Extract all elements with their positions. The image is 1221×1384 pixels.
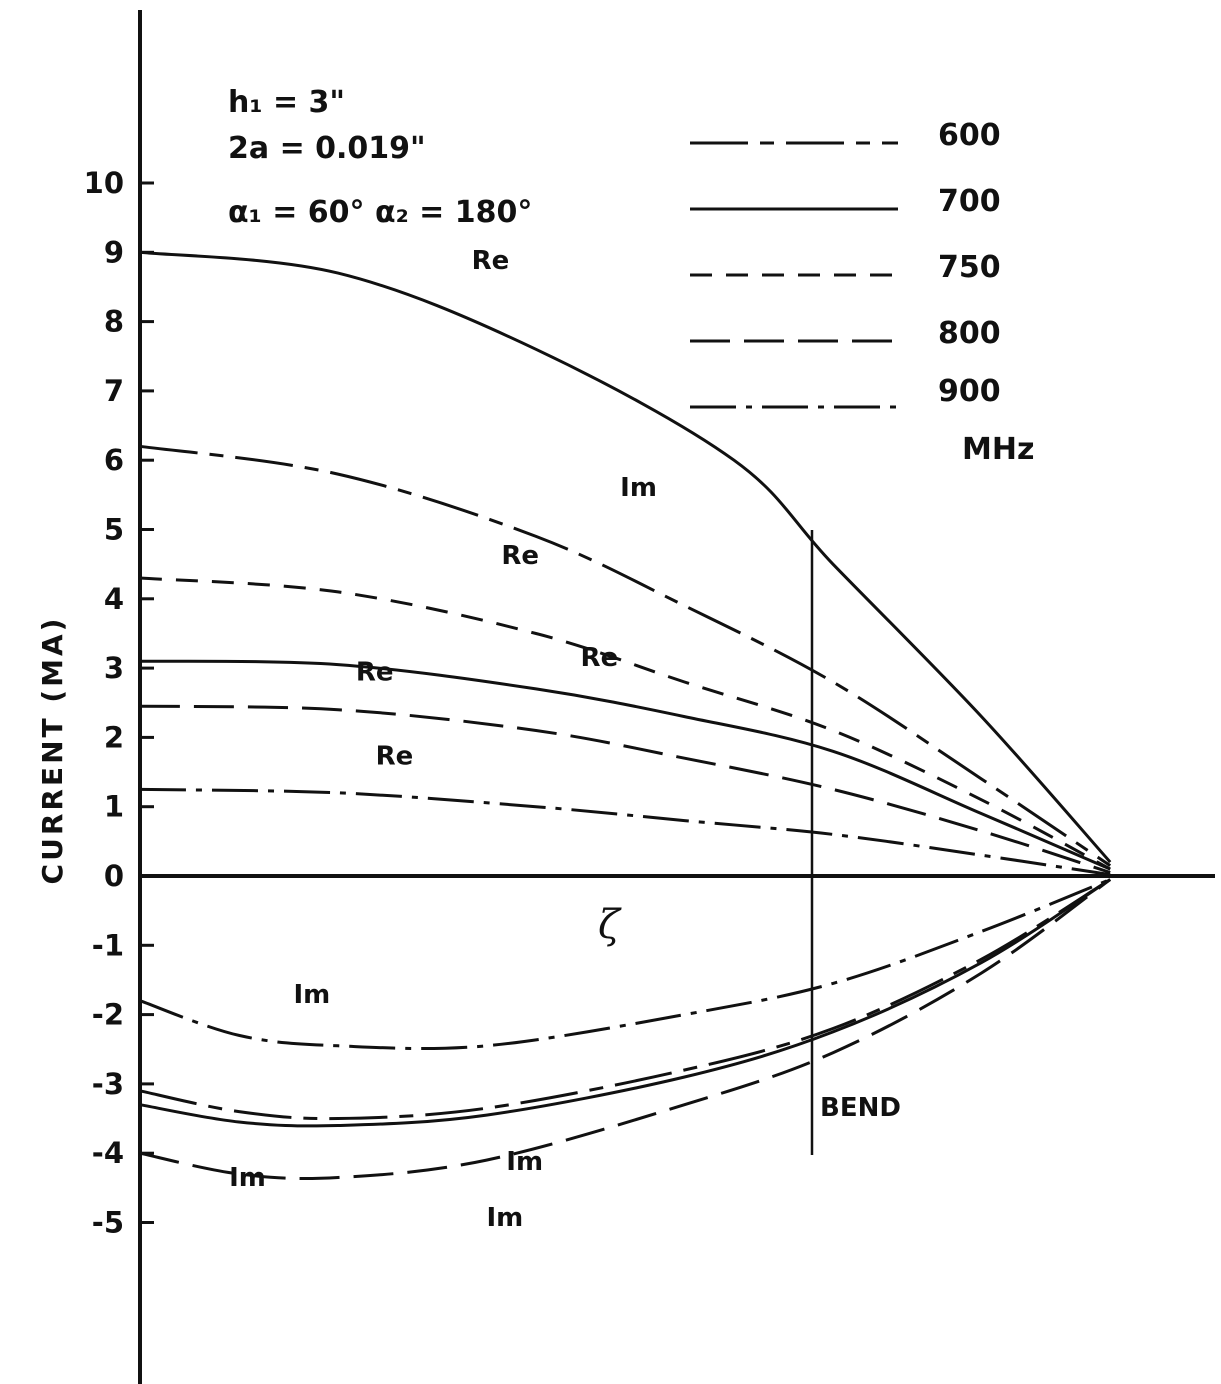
- y-tick-label: 3: [104, 651, 124, 685]
- y-tick-label: -5: [92, 1206, 124, 1240]
- y-tick-label: -4: [92, 1136, 124, 1170]
- y-tick-label: -2: [92, 998, 124, 1032]
- axes: [138, 10, 1215, 1384]
- curve-labels: Re Im Re Re Re Re Im Im Im Im: [229, 246, 657, 1233]
- parameters: h₁ = 3" 2a = 0.019" α₁ = 60° α₂ = 180°: [228, 85, 532, 230]
- curve-label: Im: [620, 473, 657, 503]
- curve-label: Re: [472, 246, 510, 276]
- series-900-re: [139, 787, 1111, 877]
- series-700-re: [139, 250, 1112, 864]
- y-tick-label: 9: [104, 235, 124, 269]
- legend-label-800: 800: [938, 316, 1001, 351]
- series-700-im: [139, 878, 1112, 1128]
- y-tick-label: 2: [104, 720, 124, 754]
- series-750-re: [139, 576, 1111, 871]
- y-axis-title: CURRENT (MA): [36, 616, 69, 885]
- y-tick-label: 4: [104, 582, 124, 616]
- curve-label: Im: [293, 980, 330, 1010]
- x-axis-title: ζ: [598, 902, 622, 948]
- y-tick-label: 1: [104, 790, 124, 824]
- series-800-im: [139, 878, 1112, 1181]
- y-tick-label: 10: [84, 166, 124, 200]
- curve-label: Re: [501, 541, 539, 571]
- legend-label-750: 750: [938, 250, 1001, 285]
- legend-unit: MHz: [962, 432, 1034, 467]
- y-tick-label: -3: [92, 1067, 124, 1101]
- parameter-alpha: α₁ = 60° α₂ = 180°: [228, 195, 532, 230]
- legend-label-700: 700: [938, 184, 1001, 219]
- parameter-2a: 2a = 0.019": [228, 131, 426, 166]
- series-700-re: [139, 659, 1111, 871]
- curves: [139, 250, 1112, 1181]
- series-900-im: [139, 878, 1111, 1051]
- curve-label: Re: [376, 741, 414, 771]
- curve-label: Im: [487, 1203, 524, 1233]
- curve-label: Im: [229, 1163, 266, 1193]
- series-600-im: [139, 878, 1111, 1121]
- parameter-h1: h₁ = 3": [228, 85, 345, 120]
- y-tick-label: 0: [104, 859, 124, 893]
- y-tick-label: 6: [104, 443, 124, 477]
- y-tick-label: 7: [104, 374, 124, 408]
- series-600-im: [139, 444, 1112, 867]
- legend-label-900: 900: [938, 374, 1001, 409]
- series-800-re: [139, 704, 1111, 874]
- curve-label: Re: [581, 643, 619, 673]
- legend-label-600: 600: [938, 118, 1001, 153]
- y-tick-label: 8: [104, 305, 124, 339]
- y-tick-label: 5: [104, 513, 124, 547]
- y-tick-label: -1: [92, 928, 124, 962]
- legend: 600 700 750 800 900 MHz: [690, 118, 1034, 467]
- curve-label: Im: [506, 1147, 543, 1177]
- bend-label: BEND: [820, 1093, 901, 1123]
- curve-label: Re: [356, 657, 394, 687]
